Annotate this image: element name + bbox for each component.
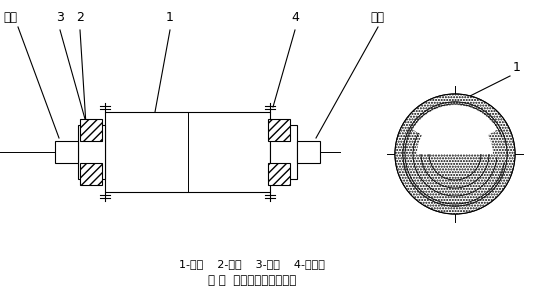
Bar — [268, 119, 290, 141]
Circle shape — [403, 102, 507, 206]
Bar — [80, 163, 102, 185]
Bar — [270, 125, 297, 179]
Wedge shape — [395, 94, 515, 214]
Bar — [78, 125, 105, 179]
Bar — [55, 141, 78, 163]
Bar — [80, 119, 102, 141]
Wedge shape — [417, 116, 493, 154]
Text: 2: 2 — [76, 11, 84, 24]
Text: 3: 3 — [56, 11, 64, 24]
Text: 1-简体    2-端盖    3-轴承    4-大齿轮: 1-简体 2-端盖 3-轴承 4-大齿轮 — [179, 259, 325, 269]
Text: 1: 1 — [166, 11, 174, 24]
Bar — [105, 112, 270, 192]
Text: 排料: 排料 — [370, 11, 384, 24]
Bar — [268, 163, 290, 185]
Wedge shape — [412, 105, 497, 154]
Text: 1: 1 — [513, 61, 521, 74]
Circle shape — [403, 102, 507, 206]
Bar — [297, 141, 320, 163]
Text: 给料: 给料 — [3, 11, 17, 24]
Circle shape — [395, 94, 515, 214]
Text: 4: 4 — [291, 11, 299, 24]
Text: 图 一  球磨机结构示意简图: 图 一 球磨机结构示意简图 — [208, 274, 296, 286]
